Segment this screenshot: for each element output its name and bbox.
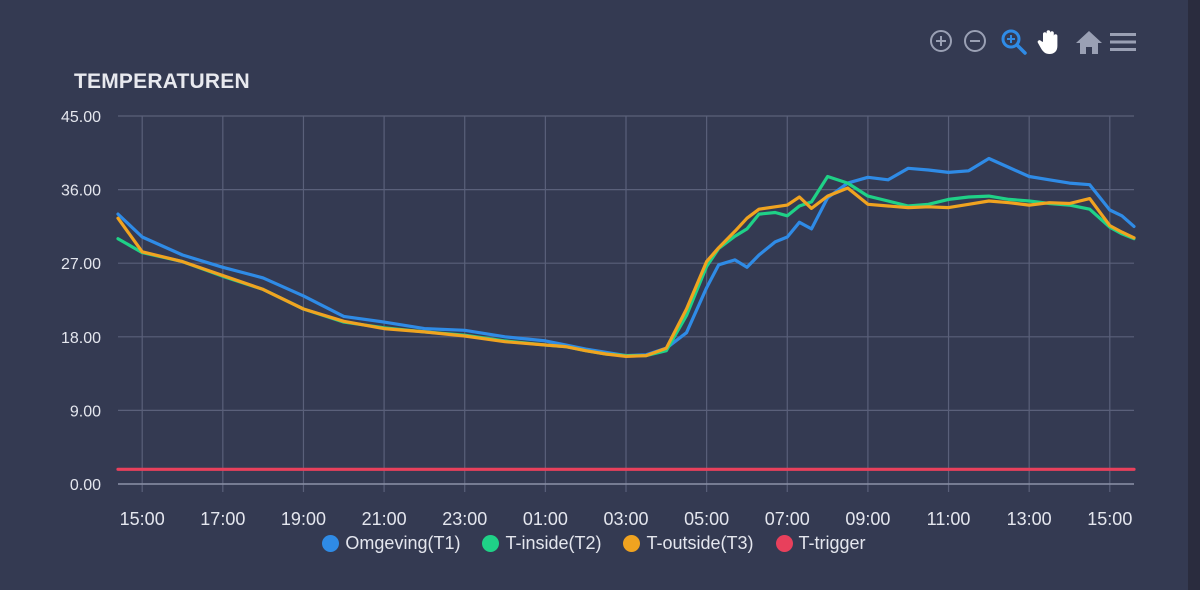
series-line-0 [116, 156, 1136, 358]
x-tick-label: 17:00 [200, 509, 245, 529]
x-tick-label: 07:00 [765, 509, 810, 529]
y-axis: 0.00 9.00 18.00 27.00 36.00 45.00 [61, 109, 101, 494]
x-tick-label: 19:00 [281, 509, 326, 529]
grid-lines [118, 115, 1134, 492]
y-tick-label: 18.00 [61, 330, 101, 347]
x-tick-label: 15:00 [1087, 509, 1132, 529]
x-tick-label: 03:00 [603, 509, 648, 529]
legend-item[interactable]: T-inside(T2) [482, 533, 601, 554]
series-line-2 [116, 186, 1136, 358]
scrollbar[interactable] [1188, 0, 1200, 590]
y-tick-label: 36.00 [61, 183, 101, 200]
y-tick-label: 27.00 [61, 256, 101, 273]
chart-title: TEMPERATUREN [74, 70, 250, 93]
x-tick-label: 01:00 [523, 509, 568, 529]
legend-item[interactable]: Omgeving(T1) [322, 533, 460, 554]
legend-label: Omgeving(T1) [345, 533, 461, 553]
selection-zoom-icon[interactable] [1000, 28, 1027, 55]
chart-legend: Omgeving(T1) T-inside(T2) T-outside(T3) T-t… [0, 533, 1188, 554]
legend-item[interactable]: T-trigger [775, 533, 866, 554]
x-tick-label: 11:00 [927, 509, 971, 529]
legend-swatch [623, 535, 641, 552]
series-lines [116, 156, 1136, 471]
legend-swatch [482, 535, 500, 552]
y-tick-label: 9.00 [70, 403, 101, 420]
legend-swatch [775, 535, 793, 552]
zoom-in-icon[interactable] [928, 28, 954, 54]
pan-hand-icon[interactable] [1036, 28, 1062, 54]
x-tick-label: 05:00 [684, 509, 729, 529]
menu-icon[interactable] [1108, 28, 1136, 54]
zoom-out-icon[interactable] [962, 28, 988, 54]
x-tick-label: 23:00 [442, 509, 487, 529]
legend-swatch [322, 535, 340, 552]
legend-item[interactable]: T-outside(T3) [623, 533, 754, 554]
legend-label: T-outside(T3) [646, 533, 754, 553]
legend-label: T-inside(T2) [505, 533, 602, 553]
x-tick-label: 21:00 [362, 509, 407, 529]
home-reset-icon[interactable] [1074, 28, 1102, 54]
x-tick-label: 13:00 [1007, 509, 1052, 529]
legend-label: T-trigger [798, 533, 866, 553]
x-tick-label: 15:00 [120, 509, 165, 529]
y-tick-label: 0.00 [70, 477, 101, 494]
x-axis: 15:00 17:00 19:00 21:00 23:00 01:00 03:00 05:00… [118, 483, 1134, 529]
y-tick-label: 45.00 [61, 109, 101, 126]
x-tick-label: 09:00 [845, 509, 890, 529]
